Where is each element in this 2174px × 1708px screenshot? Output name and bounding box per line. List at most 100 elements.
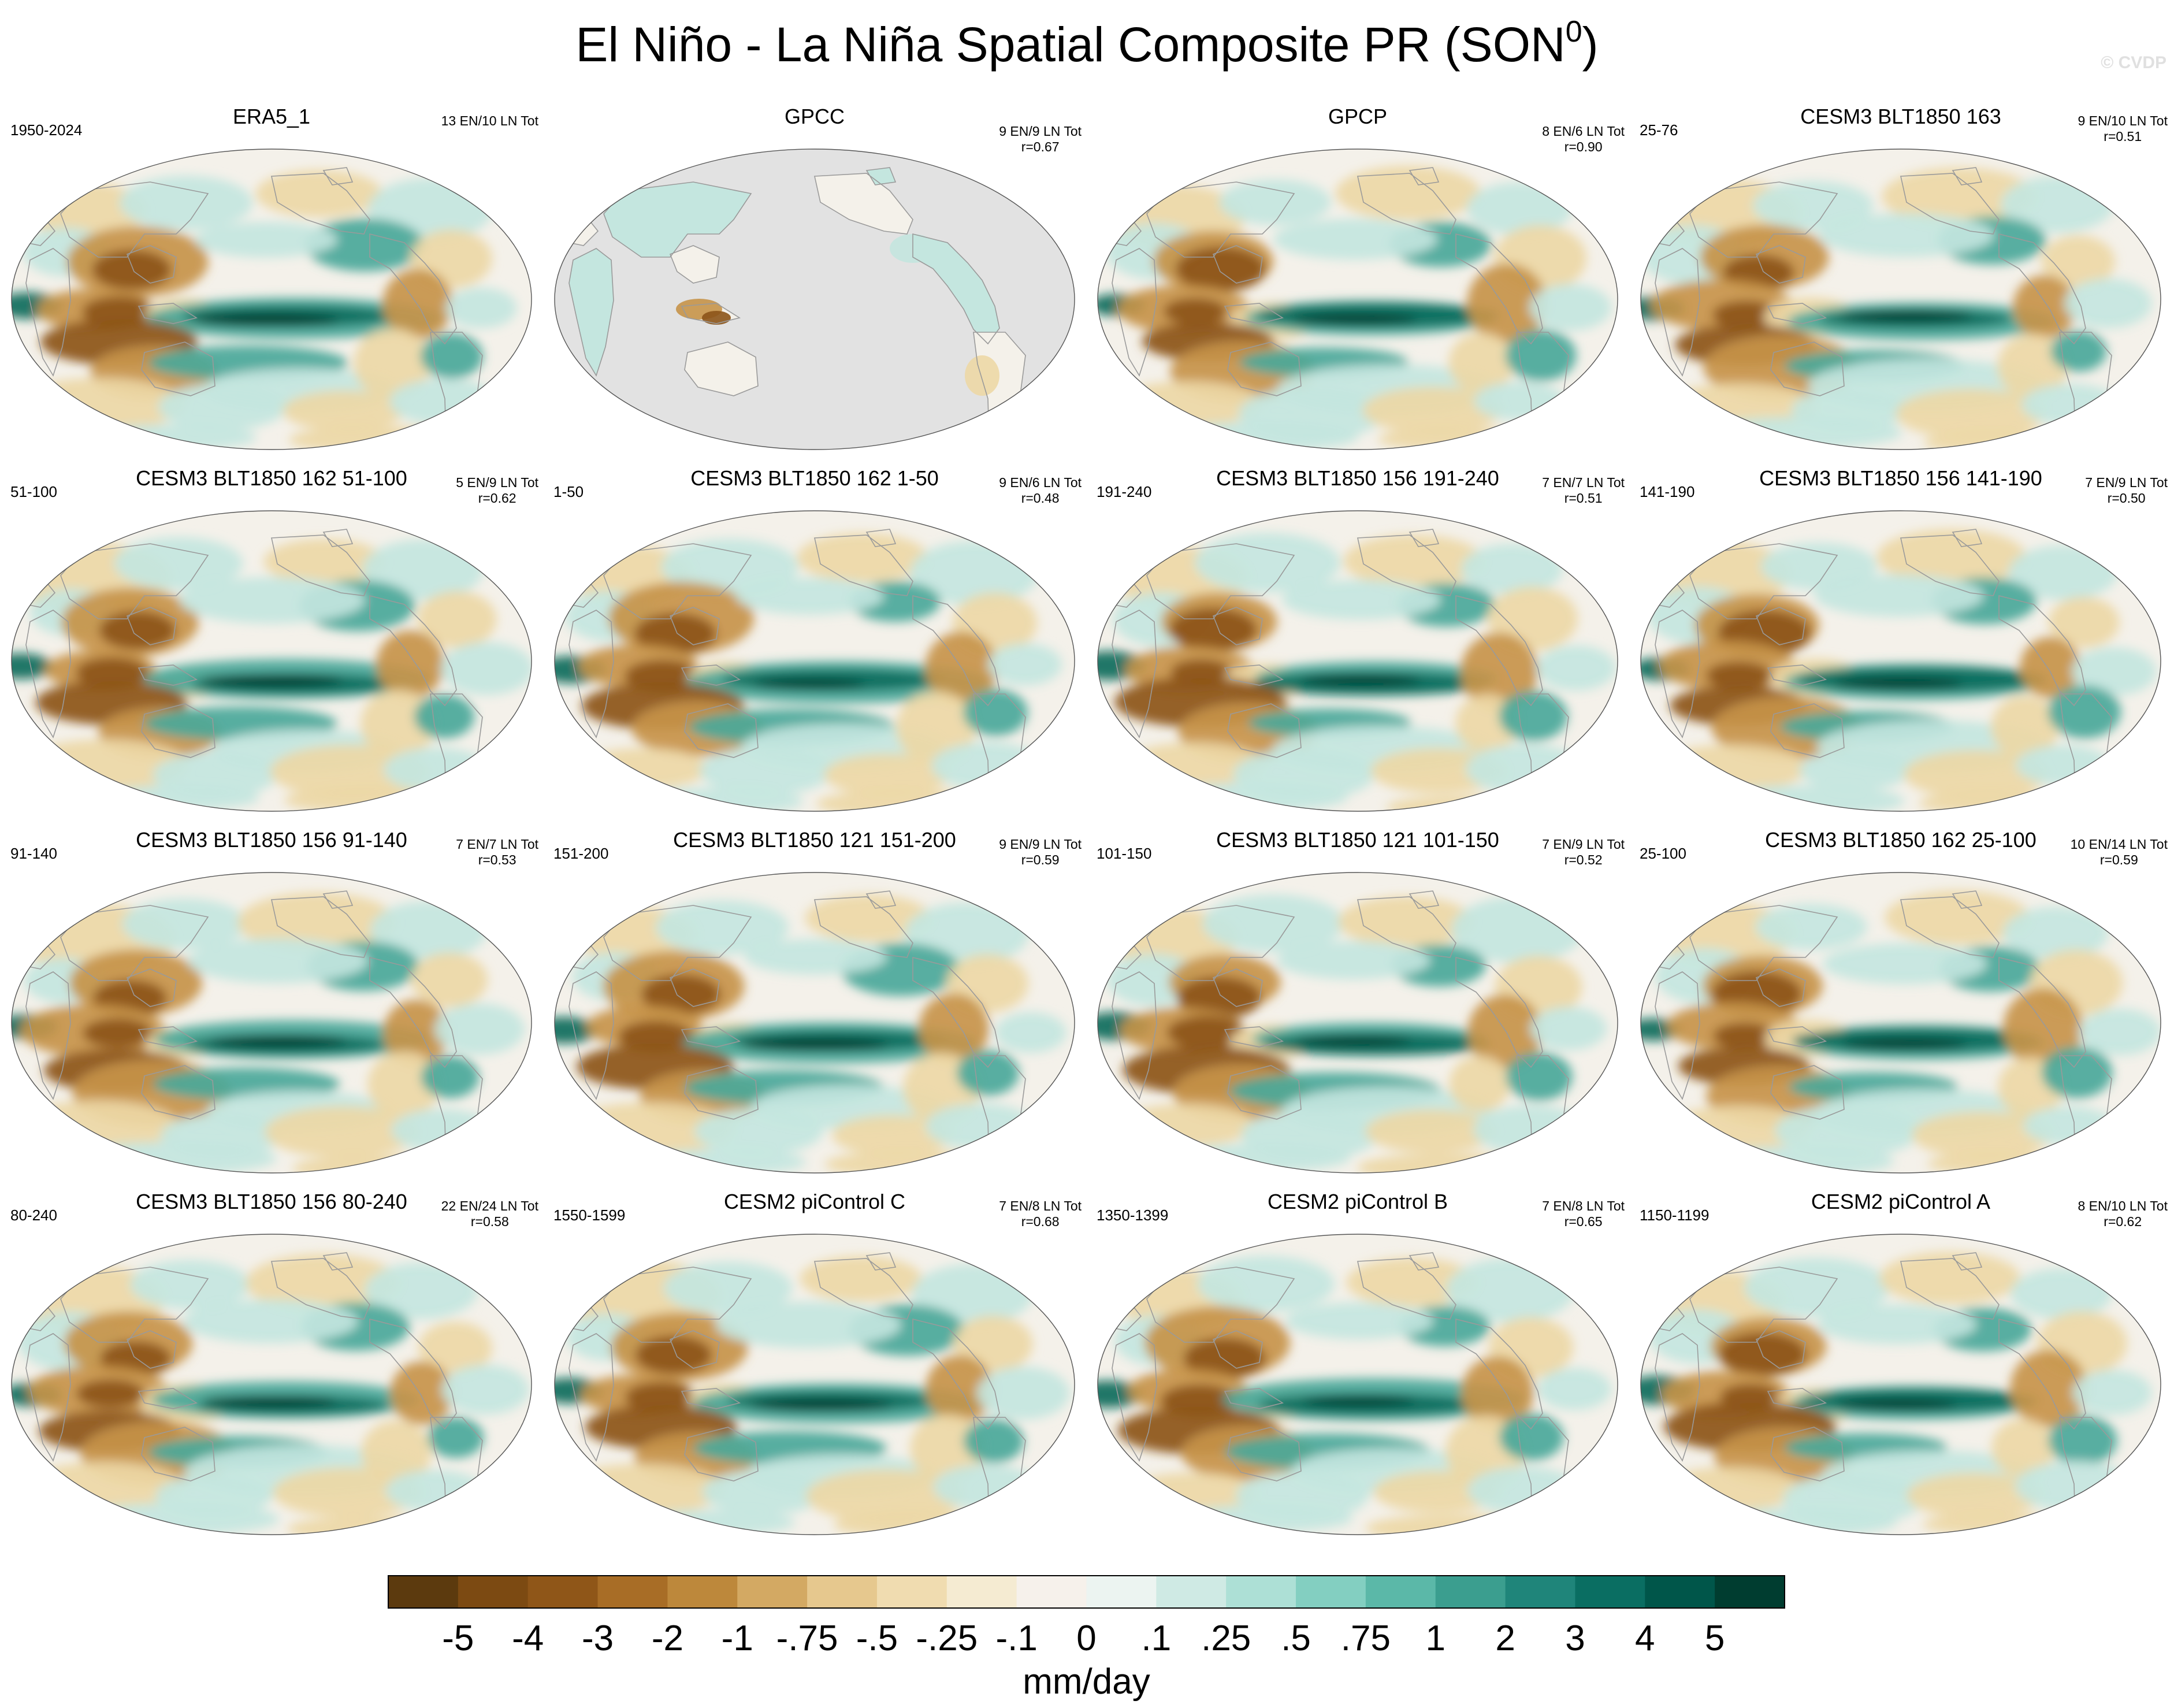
map-svg [554, 510, 1075, 812]
map-border [11, 1234, 532, 1535]
colorbar-swatch [1575, 1576, 1645, 1608]
panel-year-range: 80-240 [10, 1206, 57, 1224]
anomaly-field [555, 1256, 1070, 1535]
panel-event-counts: 7 EN/9 LN Tot [2085, 475, 2168, 490]
anomaly-blob [1818, 1304, 1977, 1345]
coastline [814, 1258, 913, 1320]
colorbar-swatch [737, 1576, 808, 1608]
anomaly-blob [96, 785, 259, 811]
panel-year-range: 1950-2024 [10, 121, 83, 139]
panel-pattern-correlation: r=0.51 [2104, 129, 2142, 144]
panel-year-range: 1350-1399 [1097, 1206, 1169, 1224]
anomaly-blob [188, 938, 368, 983]
coastlines [1652, 1252, 2112, 1535]
coastline [568, 1333, 614, 1462]
coastline [1112, 971, 1157, 1100]
anomaly-blob [806, 1469, 965, 1523]
colorbar-swatch [1505, 1576, 1575, 1608]
anomaly-blob [1449, 1056, 1510, 1112]
anomaly-blob [1461, 633, 1538, 710]
anomaly-blob [92, 250, 172, 290]
anomaly-blob [12, 653, 53, 680]
coastline [1357, 1258, 1456, 1320]
colorbar-tick-label: 4 [1635, 1618, 1655, 1658]
coastline [912, 1318, 1000, 1430]
anomaly-blob [1919, 791, 2072, 811]
figure-title: El Niño - La Niña Spatial Composite PR (… [0, 13, 2174, 76]
anomaly-blob [1997, 334, 2068, 399]
land-mask [815, 173, 913, 234]
panel-event-counts: 7 EN/7 LN Tot [456, 837, 538, 852]
anomaly-blob [83, 1018, 153, 1048]
anomaly-blob [1713, 1023, 1777, 1049]
anomaly-blob [361, 689, 436, 759]
map-field [12, 511, 532, 811]
coastline [1224, 1388, 1284, 1409]
anomaly-blob [1167, 1016, 1247, 1049]
coastline [912, 956, 1000, 1068]
anomaly-blob [391, 1108, 493, 1152]
anomaly-blob [76, 657, 148, 688]
coastline [25, 248, 71, 377]
anomaly-blob [200, 674, 343, 688]
anomaly-blob [2048, 597, 2120, 648]
colorbar-swatch [1365, 1576, 1436, 1608]
colorbar-tick-label: -4 [512, 1618, 544, 1658]
coastline [684, 341, 759, 396]
coastline [1998, 956, 2086, 1068]
coastline [1409, 1252, 1440, 1271]
anomaly-blob [797, 533, 928, 582]
coastlines [23, 167, 483, 450]
coastline [322, 890, 354, 909]
anomaly-blob [1879, 1252, 2020, 1305]
anomaly-blob [976, 1367, 1070, 1420]
anomaly-blob [1343, 534, 1484, 588]
panel-title: CESM3 BLT1850 156 141-190 [1759, 466, 2042, 490]
colorbar-tick-label: -3 [582, 1618, 614, 1658]
colorbar-tick-label: .75 [1341, 1618, 1391, 1658]
coastline [684, 703, 759, 758]
map-field [1641, 511, 2161, 811]
anomaly-blob [195, 222, 338, 258]
panel-event-stats: 7 EN/7 LN Tot r=0.51 [1542, 475, 1625, 506]
anomaly-blob [1904, 750, 2049, 799]
anomaly-blob [2064, 278, 2152, 329]
composite-map [1086, 495, 1629, 827]
colorbar-swatch [1296, 1576, 1366, 1608]
anomaly-blob [2010, 1350, 2087, 1427]
title-close: ) [1582, 17, 1599, 72]
panel-title: GPCP [1328, 105, 1388, 128]
panel-pattern-correlation: r=0.58 [470, 1214, 509, 1229]
map-panel: CESM3 BLT1850 121 101-150 101-150 7 EN/9 L… [1086, 827, 1629, 1189]
coastline [1770, 341, 1845, 396]
anomaly-field [12, 537, 532, 811]
coastline [1900, 896, 2000, 958]
anomaly-blob [434, 1003, 525, 1055]
map-panel: CESM3 BLT1850 121 151-200 151-200 9 EN/9 L… [543, 827, 1086, 1189]
map-field [1641, 149, 2161, 450]
panel-pattern-correlation: r=0.51 [1564, 491, 1603, 506]
map-background [555, 149, 1075, 450]
colorbar-swatch [1156, 1576, 1227, 1608]
coastline [137, 664, 198, 686]
anomaly-blob [1357, 1153, 1543, 1173]
anomaly-blob [816, 789, 997, 811]
coastlines [566, 890, 1026, 1173]
panel-year-range: 1150-1199 [1640, 1206, 1710, 1224]
anomaly-blob [1834, 677, 1963, 690]
composite-map [0, 856, 543, 1189]
anomaly-blob [362, 539, 484, 600]
land-anomaly-blob [702, 311, 731, 325]
anomaly-blob [1461, 1356, 1534, 1429]
coastline [1952, 890, 1983, 909]
anomaly-blob [925, 1103, 1035, 1149]
composite-map [1086, 133, 1629, 465]
anomaly-blob [445, 287, 517, 329]
land-mask [685, 342, 758, 396]
map-svg [11, 148, 532, 450]
panel-year-range: 151-200 [553, 845, 609, 862]
anomaly-blob [2015, 745, 2111, 785]
coastline [137, 303, 198, 324]
coastline [1455, 233, 1543, 345]
coastline [60, 905, 209, 981]
